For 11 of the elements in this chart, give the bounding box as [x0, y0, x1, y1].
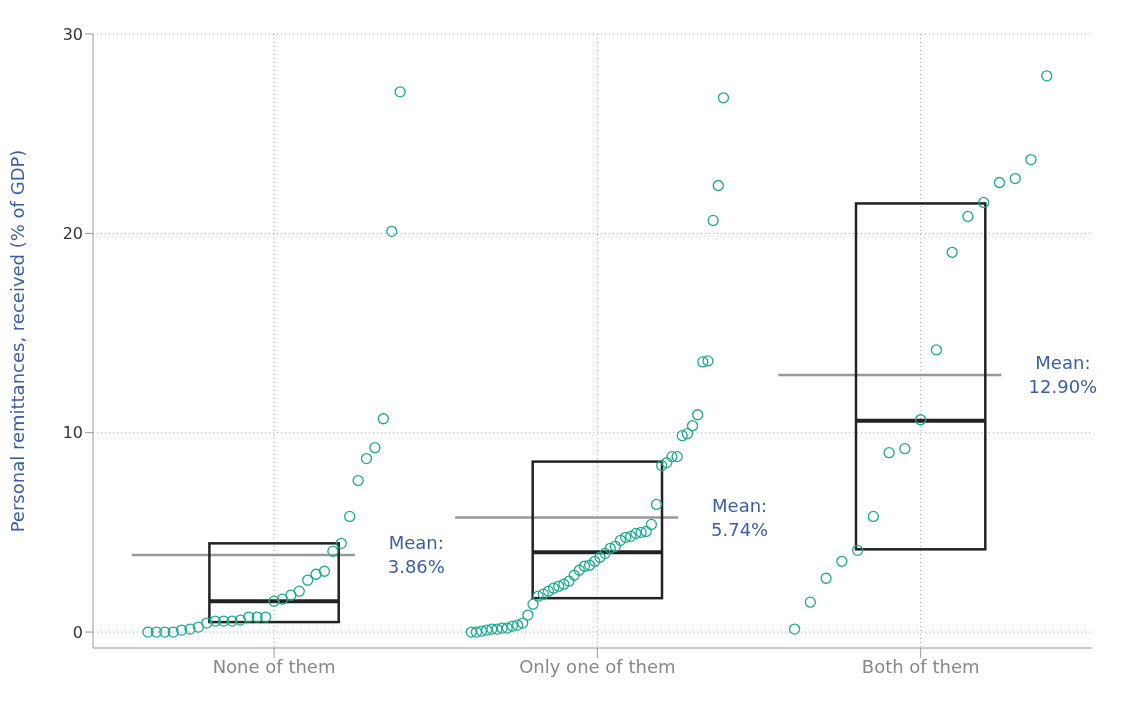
y-tick-label: 10 [62, 423, 83, 443]
x-tick-label: Both of them [861, 655, 980, 677]
ref-line-label: Mean: 5.74% [711, 494, 769, 540]
x-tick-label: None of them [212, 655, 336, 677]
y-tick-label: 30 [62, 24, 83, 44]
x-tick-label: Only one of them [519, 655, 676, 677]
y-tick-label: 0 [72, 622, 83, 642]
y-tick-label: 20 [62, 224, 83, 244]
ref-line-label: Mean: 3.86% [387, 532, 445, 578]
y-axis-title: Personal remittances, received (% of GDP) [7, 149, 29, 533]
ref-line-label: Mean: 12.90% [1028, 351, 1098, 397]
